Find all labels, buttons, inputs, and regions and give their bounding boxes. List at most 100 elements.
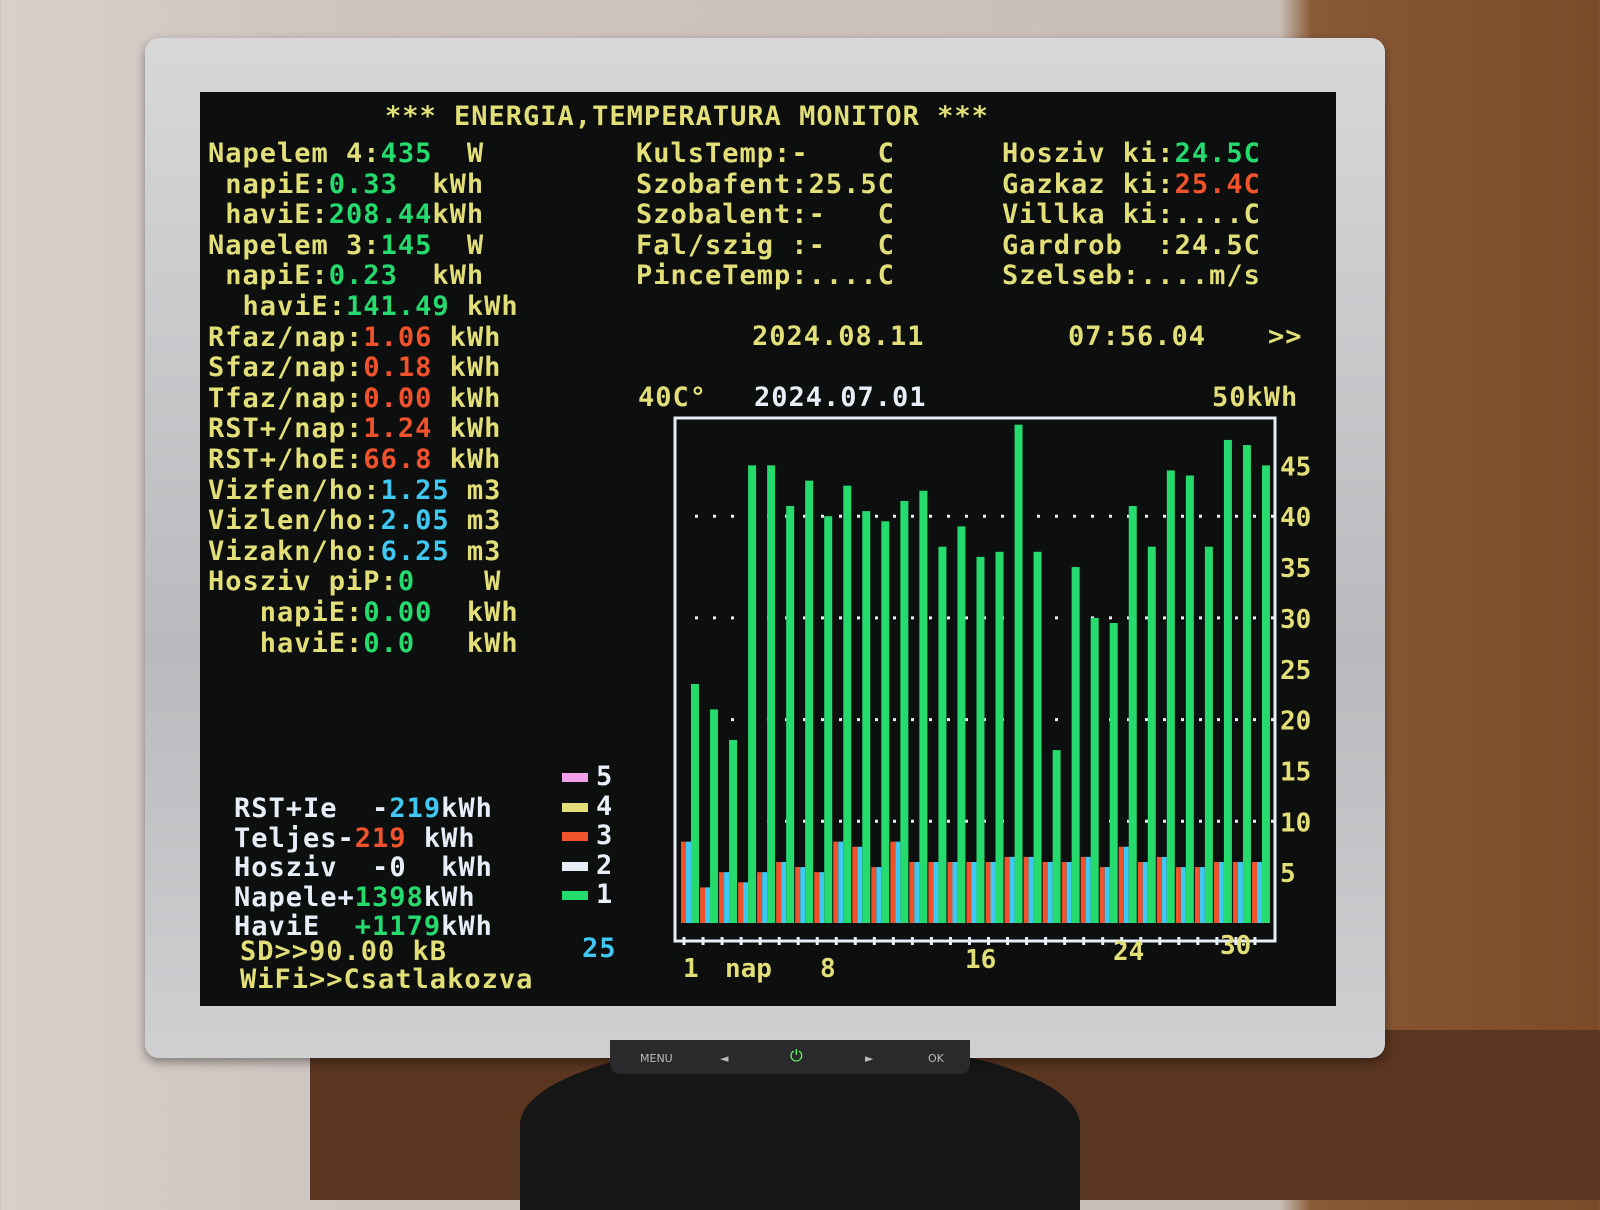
bar-green — [957, 526, 966, 923]
bar-green — [862, 511, 871, 923]
bar-blue — [952, 861, 958, 923]
legend-item: 2 — [562, 850, 613, 881]
row-value: 0.0 — [363, 627, 416, 659]
bar-orange — [833, 841, 839, 923]
row-value: 141.49 — [346, 291, 450, 322]
row-label: haviE: — [208, 291, 347, 322]
bar-orange — [1194, 867, 1200, 923]
row-unit: m3 — [449, 505, 502, 537]
power-icon[interactable]: ⏻ — [790, 1046, 803, 1065]
row-label: Hosziv - — [234, 852, 390, 883]
row-label: Hosziv piP: — [208, 566, 398, 598]
bar-blue — [1009, 856, 1015, 923]
row-value: ....C — [1174, 199, 1261, 231]
bar-orange — [947, 861, 953, 923]
legend-swatch — [562, 773, 588, 782]
row-label: Villka ki: — [1002, 199, 1175, 231]
row-label: RST+Ie - — [234, 793, 390, 824]
row-unit: m3 — [449, 474, 502, 506]
bar-orange — [814, 872, 820, 923]
left-row: RST+/nap:1.24 kWh — [208, 414, 501, 444]
bar-green — [729, 739, 738, 923]
current-time: 07:56.04 — [1068, 321, 1207, 352]
right-button[interactable]: ► — [865, 1052, 874, 1065]
row-value: 219 — [354, 822, 407, 854]
bar-orange — [890, 841, 896, 923]
row-value: 66.8 — [363, 444, 433, 475]
screen: *** ENERGIA,TEMPERATURA MONITOR *** Nape… — [200, 92, 1336, 1006]
current-date: 2024.08.11 — [752, 321, 925, 352]
row-unit: kWh — [432, 199, 485, 231]
bar-green — [995, 551, 1004, 923]
bar-green — [691, 684, 699, 923]
row-label: HaviE — [234, 911, 355, 942]
left-row: Hosziv piP:0 W — [208, 567, 501, 597]
row-unit: W — [415, 566, 502, 598]
row-label: Gazkaz ki: — [1002, 168, 1175, 200]
left-row: Vizlen/ho:2.05 m3 — [208, 506, 501, 536]
temp-row: Szobafent:25.5C — [636, 169, 895, 200]
bar-orange — [1118, 846, 1124, 923]
menu-button[interactable]: MENU — [640, 1052, 673, 1065]
bar-green — [938, 546, 947, 923]
left-row: napiE:0.23 kWh — [208, 261, 484, 291]
row-label: RST+/nap: — [208, 413, 364, 445]
row-label: Sfaz/nap: — [208, 352, 364, 384]
bar-green — [1128, 506, 1137, 923]
bar-blue — [1142, 861, 1148, 923]
row-label: napiE: — [208, 597, 364, 628]
bar-green — [767, 465, 776, 923]
row-value: ....C — [808, 260, 895, 292]
boiler-row: Gardrob :24.5C — [1002, 230, 1261, 261]
bar-orange — [1080, 856, 1086, 923]
legend-item: 3 — [562, 821, 613, 851]
bar-blue — [1180, 867, 1186, 923]
boiler-row: Hosziv ki:24.5C — [1002, 139, 1261, 169]
bar-blue — [800, 867, 806, 923]
chart-energy-max: 50kWh — [1212, 382, 1299, 413]
row-unit: kWh — [397, 168, 485, 200]
bar-green — [843, 485, 852, 923]
bar-orange — [1004, 856, 1010, 923]
row-value: 0.00 — [363, 597, 433, 628]
y-tick-label: 15 — [1280, 757, 1311, 787]
legend-swatch — [562, 891, 588, 900]
ok-button[interactable]: OK — [928, 1052, 944, 1065]
bar-orange — [1156, 856, 1162, 923]
boiler-row: Villka ki:....C — [1002, 200, 1261, 230]
bar-orange — [1061, 861, 1067, 923]
temp-row: Szobalent:- C — [636, 200, 895, 230]
row-unit: kWh — [397, 260, 485, 292]
left-row: Tfaz/nap:0.00 kWh — [208, 383, 501, 414]
bar-green — [881, 521, 890, 923]
left-row: RST+/hoE:66.8 kWh — [208, 445, 501, 475]
legend-number: 4 — [596, 790, 614, 822]
left-button[interactable]: ◄ — [720, 1052, 729, 1065]
bar-green — [1204, 546, 1213, 923]
row-label: Hosziv ki: — [1002, 138, 1175, 169]
bar-orange — [1251, 861, 1257, 923]
row-unit: kWh — [406, 852, 493, 883]
bar-green — [900, 500, 909, 923]
next-page-button[interactable]: >> — [1268, 321, 1303, 352]
bar-blue — [724, 872, 730, 923]
y-tick-label: 35 — [1280, 554, 1311, 584]
row-unit: kWh — [432, 597, 519, 628]
row-unit: kWh — [449, 291, 519, 322]
bar-orange — [1023, 856, 1029, 923]
bar-blue — [838, 841, 844, 923]
row-value: ....m/s — [1140, 260, 1261, 292]
bar-orange — [738, 882, 744, 923]
row-value: 1.24 — [363, 413, 433, 445]
row-unit: W — [432, 138, 485, 169]
bar-green — [976, 556, 985, 923]
legend-item: 1 — [562, 880, 613, 910]
bar-blue — [1104, 867, 1110, 923]
bar-green — [1090, 617, 1099, 923]
bar-green — [710, 709, 719, 923]
bar-green — [1033, 551, 1042, 923]
chart-start-date: 2024.07.01 — [754, 382, 927, 413]
bar-orange — [871, 867, 877, 923]
bar-blue — [990, 861, 996, 923]
bar-blue — [971, 861, 977, 923]
